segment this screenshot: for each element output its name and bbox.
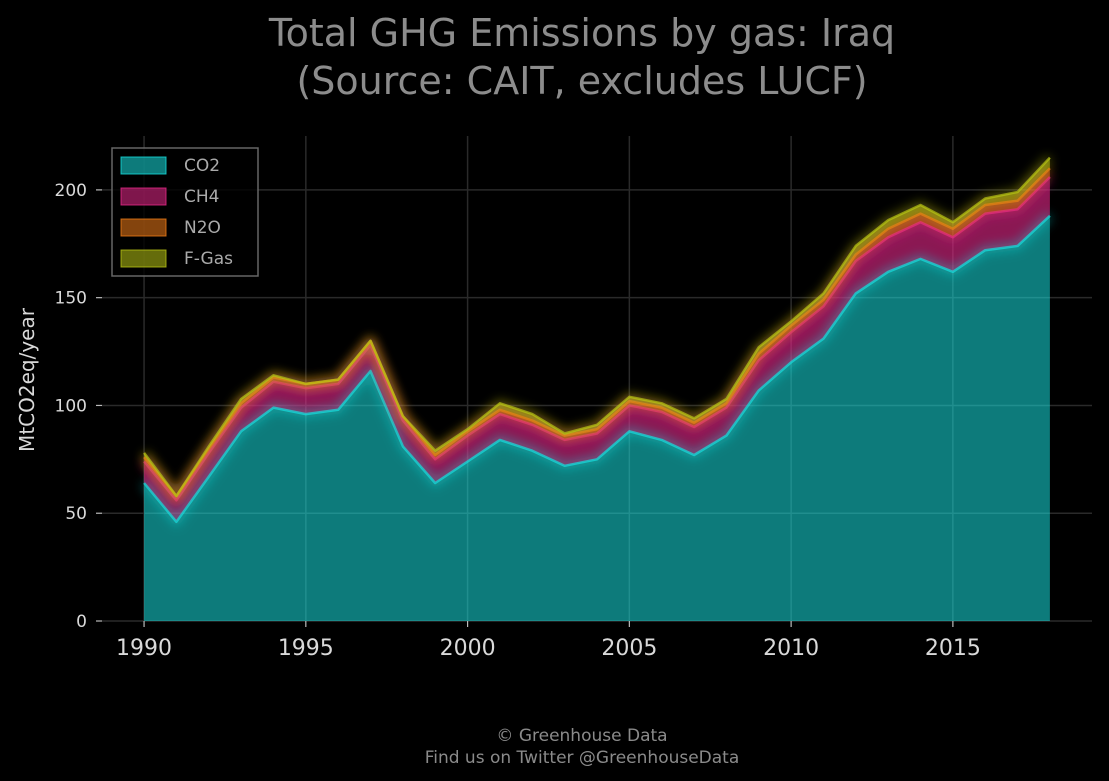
x-tick-label: 1990	[116, 636, 172, 661]
series-line-f-gas	[143, 156, 1051, 498]
series-line-co2	[143, 214, 1051, 524]
x-tick-label: 2010	[763, 636, 819, 661]
legend-swatch-ch4	[120, 187, 167, 206]
y-tick-label: 100	[55, 396, 87, 416]
plot-area	[140, 154, 1054, 622]
y-tick-label: 150	[55, 289, 87, 309]
credit-line-1: © Greenhouse Data	[496, 726, 667, 746]
area-co2	[144, 215, 1050, 622]
axes: 1990 1995 2000 2005 2010 2015 0 50 100 150 200	[55, 181, 981, 661]
legend: CO2 CH4 N2O F-Gas	[111, 147, 259, 277]
legend-label-n2o: N2O	[184, 218, 221, 238]
chart-title-line-2: (Source: CAIT, excludes LUCF)	[296, 59, 867, 103]
y-tick-label: 200	[55, 181, 87, 201]
legend-label-co2: CO2	[184, 156, 220, 176]
legend-swatch-n2o	[120, 218, 167, 237]
credit-line-2: Find us on Twitter @GreenhouseData	[425, 748, 740, 768]
y-axis-label: MtCO2eq/year	[15, 307, 39, 452]
legend-swatch-co2	[120, 156, 167, 175]
chart-title-line-1: Total GHG Emissions by gas: Iraq	[268, 11, 895, 55]
x-tick-label: 2015	[925, 636, 981, 661]
legend-swatch-f-gas	[120, 249, 167, 268]
y-tick-label: 50	[65, 504, 87, 524]
legend-label-ch4: CH4	[184, 187, 219, 207]
area-ch4	[144, 177, 1050, 522]
x-tick-label: 2000	[440, 636, 496, 661]
y-tick-label: 0	[76, 612, 87, 632]
legend-label-f-gas: F-Gas	[184, 249, 233, 269]
x-tick-label: 1995	[278, 636, 334, 661]
x-tick-label: 2005	[601, 636, 657, 661]
